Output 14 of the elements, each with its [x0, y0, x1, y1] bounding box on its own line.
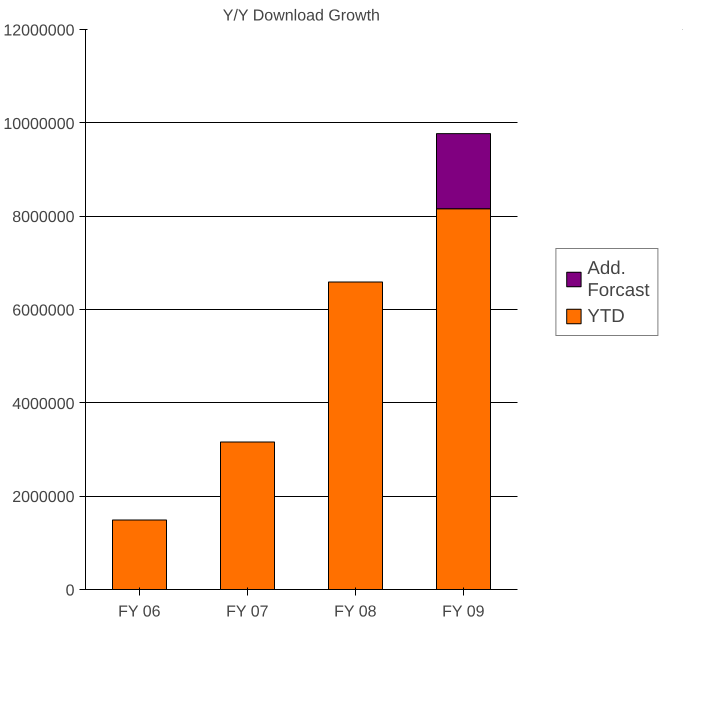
y-tick-label: 10000000: [3, 116, 75, 133]
x-tick-label: FY 08: [334, 604, 377, 620]
y-tick-label: 2000000: [12, 489, 75, 506]
chart-title: Y/Y Download Growth: [222, 8, 380, 24]
x-tick-label: FY 09: [442, 604, 485, 620]
y-tick-label: 12000000: [3, 22, 75, 40]
x-tick-label: FY 06: [118, 604, 161, 620]
y-tick-label: 4000000: [12, 396, 75, 413]
y-tick-label: 6000000: [12, 302, 75, 320]
x-tick-label: FY 07: [226, 604, 269, 620]
y-tick-label: 0: [66, 582, 75, 600]
legend-label: Add. Forcast: [587, 257, 650, 302]
y-tick-label: 8000000: [12, 209, 75, 226]
legend-label: YTD: [587, 305, 625, 328]
